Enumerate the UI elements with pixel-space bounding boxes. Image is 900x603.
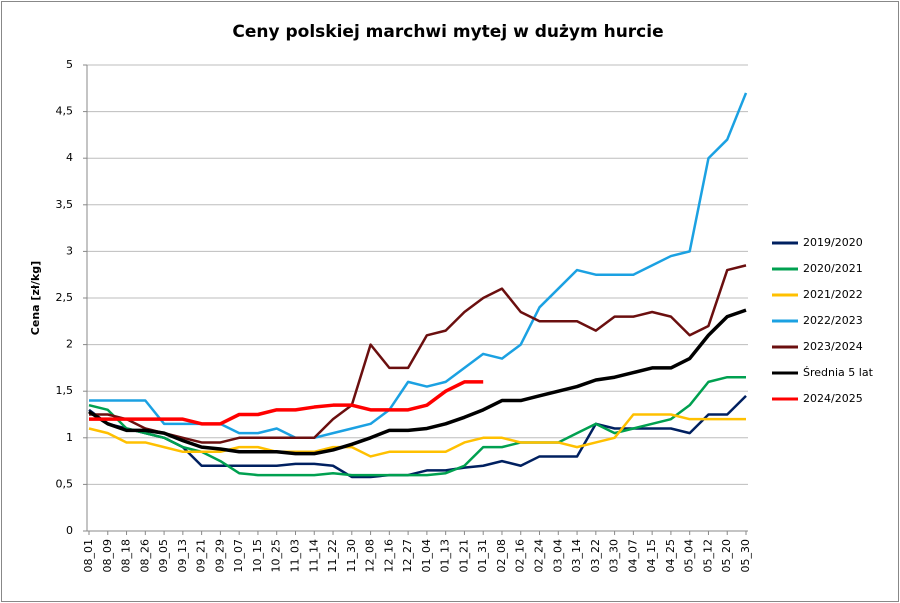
x-tick-label: 05_04	[683, 539, 696, 573]
x-tick-label: 10_25	[270, 539, 283, 573]
legend-label: 2023/2024	[803, 340, 863, 353]
x-tick-label: 03_04	[551, 539, 564, 573]
y-tick-label: 0,5	[56, 477, 74, 490]
x-tick-label: 03_30	[608, 539, 621, 573]
y-tick-label: 2	[66, 338, 73, 351]
x-tick-label: 03_14	[570, 539, 583, 573]
x-tick-label: 08_26	[138, 539, 151, 573]
y-tick-label: 0	[66, 524, 73, 537]
legend-label: 2024/2025	[803, 392, 863, 405]
y-tick-label: 3	[66, 244, 73, 257]
x-tick-label: 09_29	[213, 539, 226, 573]
x-tick-label: 10_07	[232, 539, 245, 573]
x-tick-label: 08_09	[101, 539, 114, 573]
x-tick-label: 02_08	[495, 539, 508, 573]
x-tick-label: 08_18	[120, 539, 133, 573]
x-tick-label: 11_22	[326, 539, 339, 573]
y-tick-label: 3,5	[56, 198, 74, 211]
legend-label: 2022/2023	[803, 314, 863, 327]
x-tick-label: 01_13	[439, 539, 452, 573]
y-tick-label: 4	[66, 151, 73, 164]
legend-label: 2021/2022	[803, 288, 863, 301]
legend-label: 2019/2020	[803, 236, 863, 249]
y-axis-label: Cena [zł/kg]	[29, 261, 42, 335]
x-tick-label: 12_27	[401, 539, 414, 573]
x-tick-label: 01_21	[457, 539, 470, 573]
legend-label: 2020/2021	[803, 262, 863, 275]
x-tick-label: 01_04	[420, 539, 433, 573]
x-tick-label: 02_16	[514, 539, 527, 573]
series-line	[88, 308, 747, 456]
x-tick-label: 10_15	[251, 539, 264, 573]
y-tick-label: 1,5	[56, 384, 74, 397]
x-tick-label: 09_05	[157, 539, 170, 573]
y-tick-label: 5	[66, 58, 73, 71]
chart-title: Ceny polskiej marchwi mytej w dużym hurc…	[232, 22, 663, 42]
series-line	[89, 380, 484, 426]
series-line	[89, 264, 747, 444]
x-tick-label: 04_07	[626, 539, 639, 573]
series-line	[88, 413, 746, 458]
x-tick-label: 04_25	[664, 539, 677, 573]
x-tick-label: 04_15	[645, 539, 658, 573]
x-tick-label: 11_03	[288, 539, 301, 573]
x-tick-label: 09_21	[195, 539, 208, 573]
x-tick-label: 11_14	[307, 539, 320, 573]
y-tick-label: 1	[66, 431, 73, 444]
y-tick-label: 4,5	[56, 105, 74, 118]
x-tick-label: 05_12	[701, 539, 714, 573]
x-tick-label: 02_24	[533, 539, 546, 573]
x-tick-label: 09_13	[176, 539, 189, 573]
x-tick-label: 12_08	[364, 539, 377, 573]
x-tick-label: 01_31	[476, 539, 489, 573]
x-tick-label: 12_16	[382, 539, 395, 573]
x-tick-label: 11_30	[345, 539, 358, 573]
x-tick-label: 05_20	[720, 539, 733, 573]
legend-label: Średnia 5 lat	[803, 366, 874, 379]
y-tick-label: 2,5	[56, 291, 74, 304]
x-tick-label: 05_30	[739, 539, 752, 573]
x-tick-label: 03_22	[589, 539, 602, 573]
x-tick-label: 08_01	[82, 539, 95, 573]
